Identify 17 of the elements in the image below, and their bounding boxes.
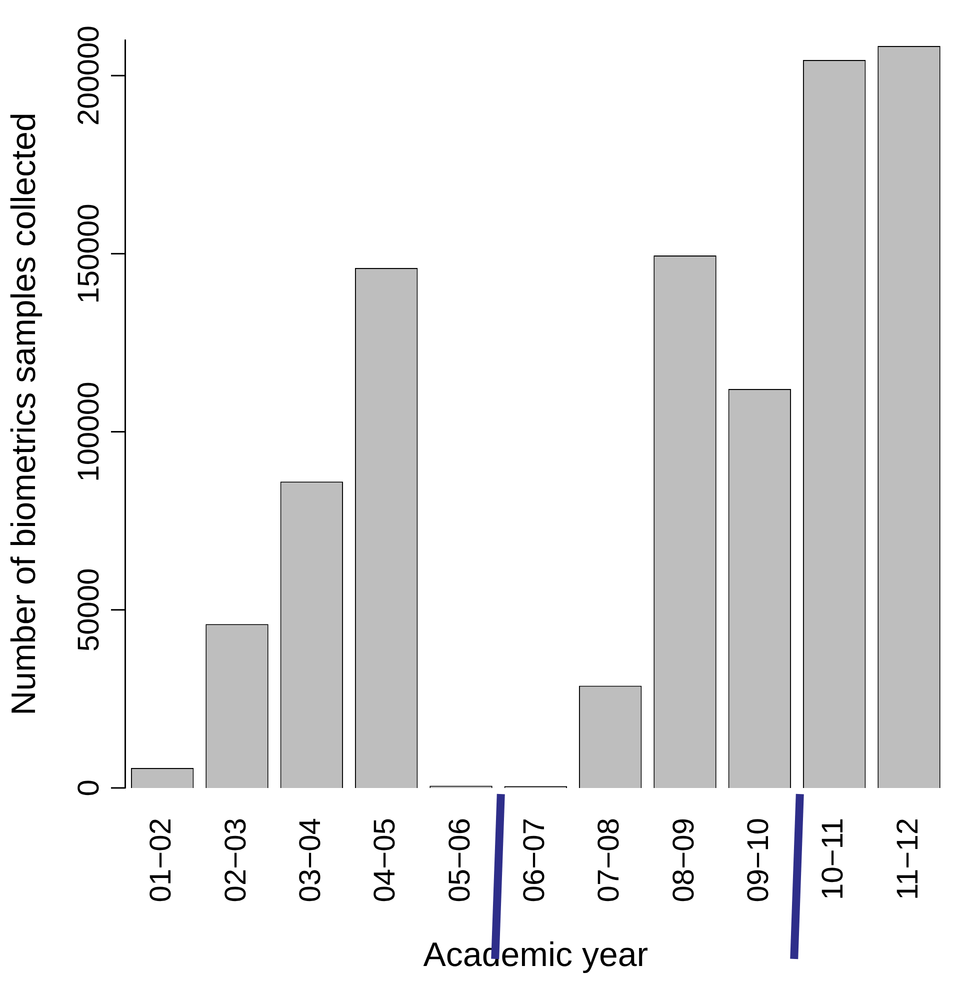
x-tick-label: 05−06 — [443, 818, 476, 902]
x-tick-label: 01−02 — [144, 818, 178, 902]
x-tick-label: 08−09 — [667, 818, 700, 902]
x-tick-label: 02−03 — [219, 818, 252, 902]
y-tick-label: 100000 — [72, 382, 106, 482]
x-tick-label: 04−05 — [368, 818, 402, 902]
x-tick-label: 09−10 — [742, 818, 775, 902]
y-tick-label: 200000 — [72, 26, 106, 126]
x-tick-label: 06−07 — [518, 818, 551, 902]
y-tick-label: 0 — [72, 780, 106, 796]
y-axis-title: Number of biometrics samples collected — [4, 112, 43, 716]
y-tick-label: 150000 — [72, 204, 106, 304]
x-tick-label: 11−12 — [891, 818, 924, 900]
x-tick-label: 03−04 — [294, 818, 327, 902]
x-tick-label: 07−08 — [592, 818, 626, 902]
y-tick-label: 50000 — [72, 568, 106, 652]
x-tick-label: 10−11 — [816, 818, 850, 900]
